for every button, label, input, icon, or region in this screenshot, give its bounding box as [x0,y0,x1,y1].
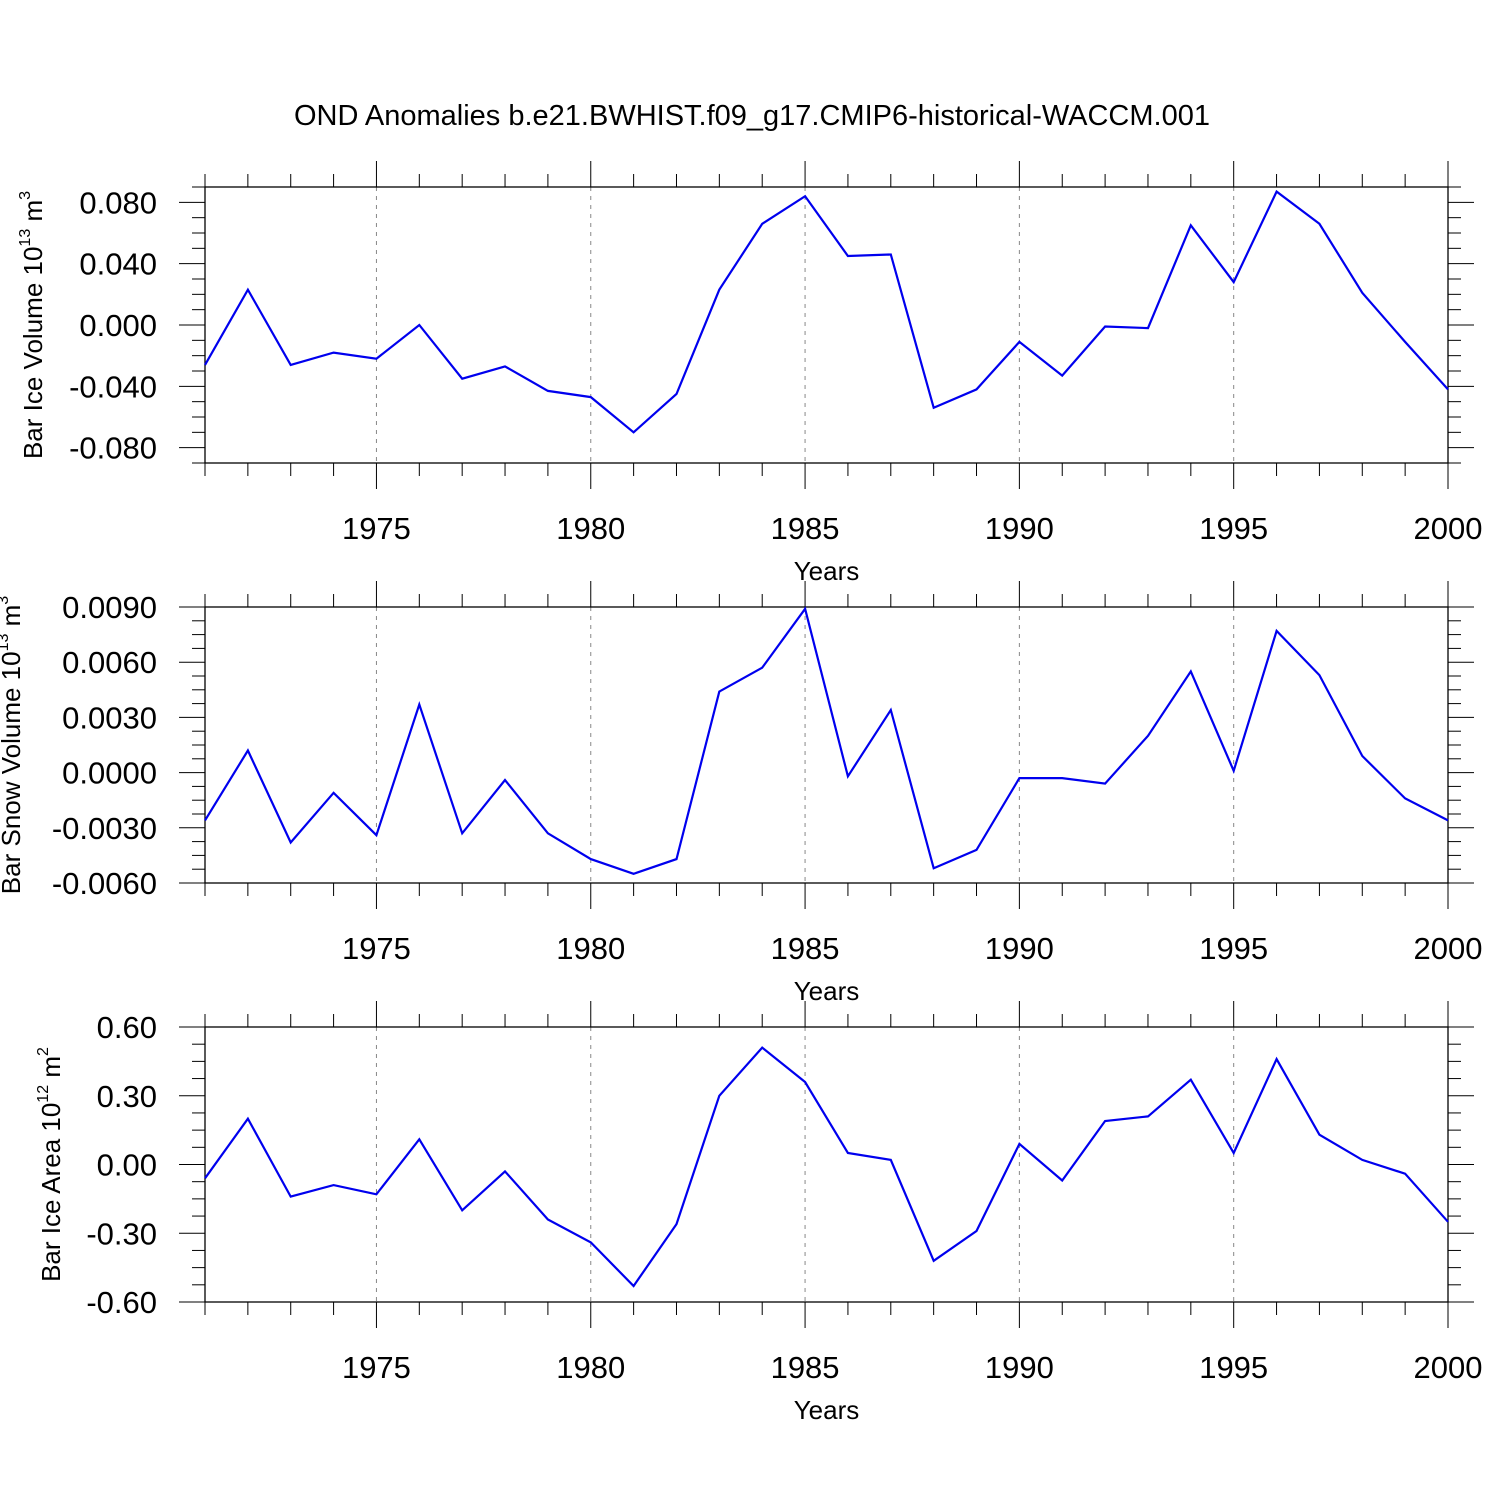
ice-volume-ytick-label: -0.080 [69,431,157,466]
ice-volume-plot-frame [204,186,1449,464]
ice-area-ytick-label: 0.00 [97,1148,157,1183]
snow-volume-xtick-label-1985: 1985 [771,931,840,966]
ice-area-plot-frame [204,1026,1449,1303]
snow-volume-yaxis-label: Bar Snow Volume 1013 m3 [0,596,26,895]
ice-volume-xtick-label-1995: 1995 [1199,511,1268,546]
snow-volume-ytick-label: 0.0060 [62,645,157,680]
ice-area-xaxis-label: Years [794,1395,860,1425]
snow-volume-xtick-label-1995: 1995 [1199,931,1268,966]
ice-volume-ytick-label: -0.040 [69,369,157,404]
ice-area-series-line [204,1046,1449,1288]
ice-volume-xaxis-label: Years [794,556,860,586]
ice-area-xtick-label-2000: 2000 [1414,1350,1483,1385]
ice-volume-xtick-label-1975: 1975 [342,511,411,546]
ice-area-xtick-label-1990: 1990 [985,1350,1054,1385]
snow-volume-ytick-label: 0.0090 [62,590,157,625]
ice-area-xtick-label-1995: 1995 [1199,1350,1268,1385]
snow-volume-series-line [204,606,1449,875]
ice-volume-ytick-label: 0.040 [79,247,157,282]
ice-volume-xtick-label-1985: 1985 [771,511,840,546]
ice-area-yaxis-label: Bar Ice Area 1012 m2 [35,1047,66,1282]
ice-area-xtick-label-1980: 1980 [556,1350,625,1385]
panel-snow-volume: 1975 1980 1985 1990 1995 2000 Years -0.0060 -0.0… [0,581,1482,1006]
snow-volume-plot-frame [204,606,1449,884]
snow-volume-xaxis-label: Years [794,976,860,1006]
ice-volume-series-line [204,189,1449,434]
ice-volume-yaxis-label: Bar Ice Volume 1013 m3 [17,191,48,459]
snow-volume-ytick-label: -0.0060 [52,866,157,901]
panel-ice-area: 1975 1980 1985 1990 1995 2000 Years -0.60 -0.30 0… [35,1001,1482,1425]
ice-area-ytick-label: 0.30 [97,1079,157,1114]
ice-volume-ytick-label: 0.000 [79,308,157,343]
ice-area-ytick-label: -0.60 [86,1285,157,1320]
figure-title: OND Anomalies b.e21.BWHIST.f09_g17.CMIP6… [294,100,1210,132]
panel-ice-volume: 1975 1980 1985 1990 1995 2000 Years -0.080 -0.04… [17,161,1482,586]
ice-volume-ytick-label: 0.080 [79,185,157,220]
ice-area-ytick-label: 0.60 [97,1010,157,1045]
snow-volume-xtick-label-1990: 1990 [985,931,1054,966]
snow-volume-ytick-label: -0.0030 [52,811,157,846]
ice-volume-xtick-label-1980: 1980 [556,511,625,546]
ice-volume-xtick-label-2000: 2000 [1414,511,1483,546]
snow-volume-xtick-label-1980: 1980 [556,931,625,966]
ice-volume-xtick-label-1990: 1990 [985,511,1054,546]
snow-volume-xtick-label-1975: 1975 [342,931,411,966]
snow-volume-ytick-label: 0.0000 [62,756,157,791]
snow-volume-ytick-label: 0.0030 [62,700,157,735]
ice-area-xtick-label-1985: 1985 [771,1350,840,1385]
ice-area-ytick-label: -0.30 [86,1216,157,1251]
snow-volume-xtick-label-2000: 2000 [1414,931,1483,966]
ice-area-xtick-label-1975: 1975 [342,1350,411,1385]
